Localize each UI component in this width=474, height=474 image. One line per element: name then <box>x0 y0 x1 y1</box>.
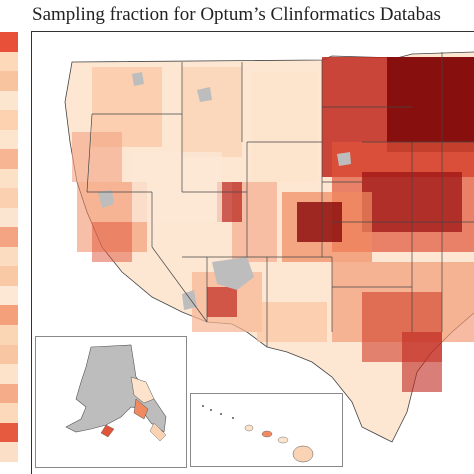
legend-swatch <box>0 32 18 52</box>
legend-swatch <box>0 110 18 130</box>
legend-swatch <box>0 285 18 306</box>
legend-swatch <box>0 246 18 267</box>
color-legend-strip <box>0 32 18 462</box>
legend-swatch <box>0 344 18 365</box>
hawaii-map <box>202 405 314 463</box>
state-borders <box>86 52 474 347</box>
hawaii-inset <box>190 393 343 467</box>
legend-swatch <box>0 207 18 228</box>
alaska-inset <box>35 336 187 468</box>
legend-swatch <box>0 168 18 189</box>
map-title: Sampling fraction for Optum’s Clinformat… <box>32 4 441 25</box>
legend-swatch <box>0 71 18 91</box>
legend-swatch <box>0 442 18 462</box>
legend-swatch <box>0 305 18 325</box>
us-county-map <box>64 51 474 443</box>
alaska-map <box>65 344 167 442</box>
missing-data-areas <box>98 72 351 310</box>
legend-swatch <box>0 383 18 404</box>
legend-swatch <box>0 324 18 345</box>
legend-swatch <box>0 129 18 150</box>
legend-swatch <box>0 266 18 286</box>
legend-swatch <box>0 403 18 423</box>
legend-swatch <box>0 149 18 169</box>
legend-swatch <box>0 227 18 247</box>
legend-swatch <box>0 90 18 111</box>
legend-swatch <box>0 364 18 384</box>
map-frame <box>31 31 474 474</box>
legend-swatch <box>0 188 18 208</box>
legend-swatch <box>0 51 18 72</box>
legend-swatch <box>0 422 18 443</box>
